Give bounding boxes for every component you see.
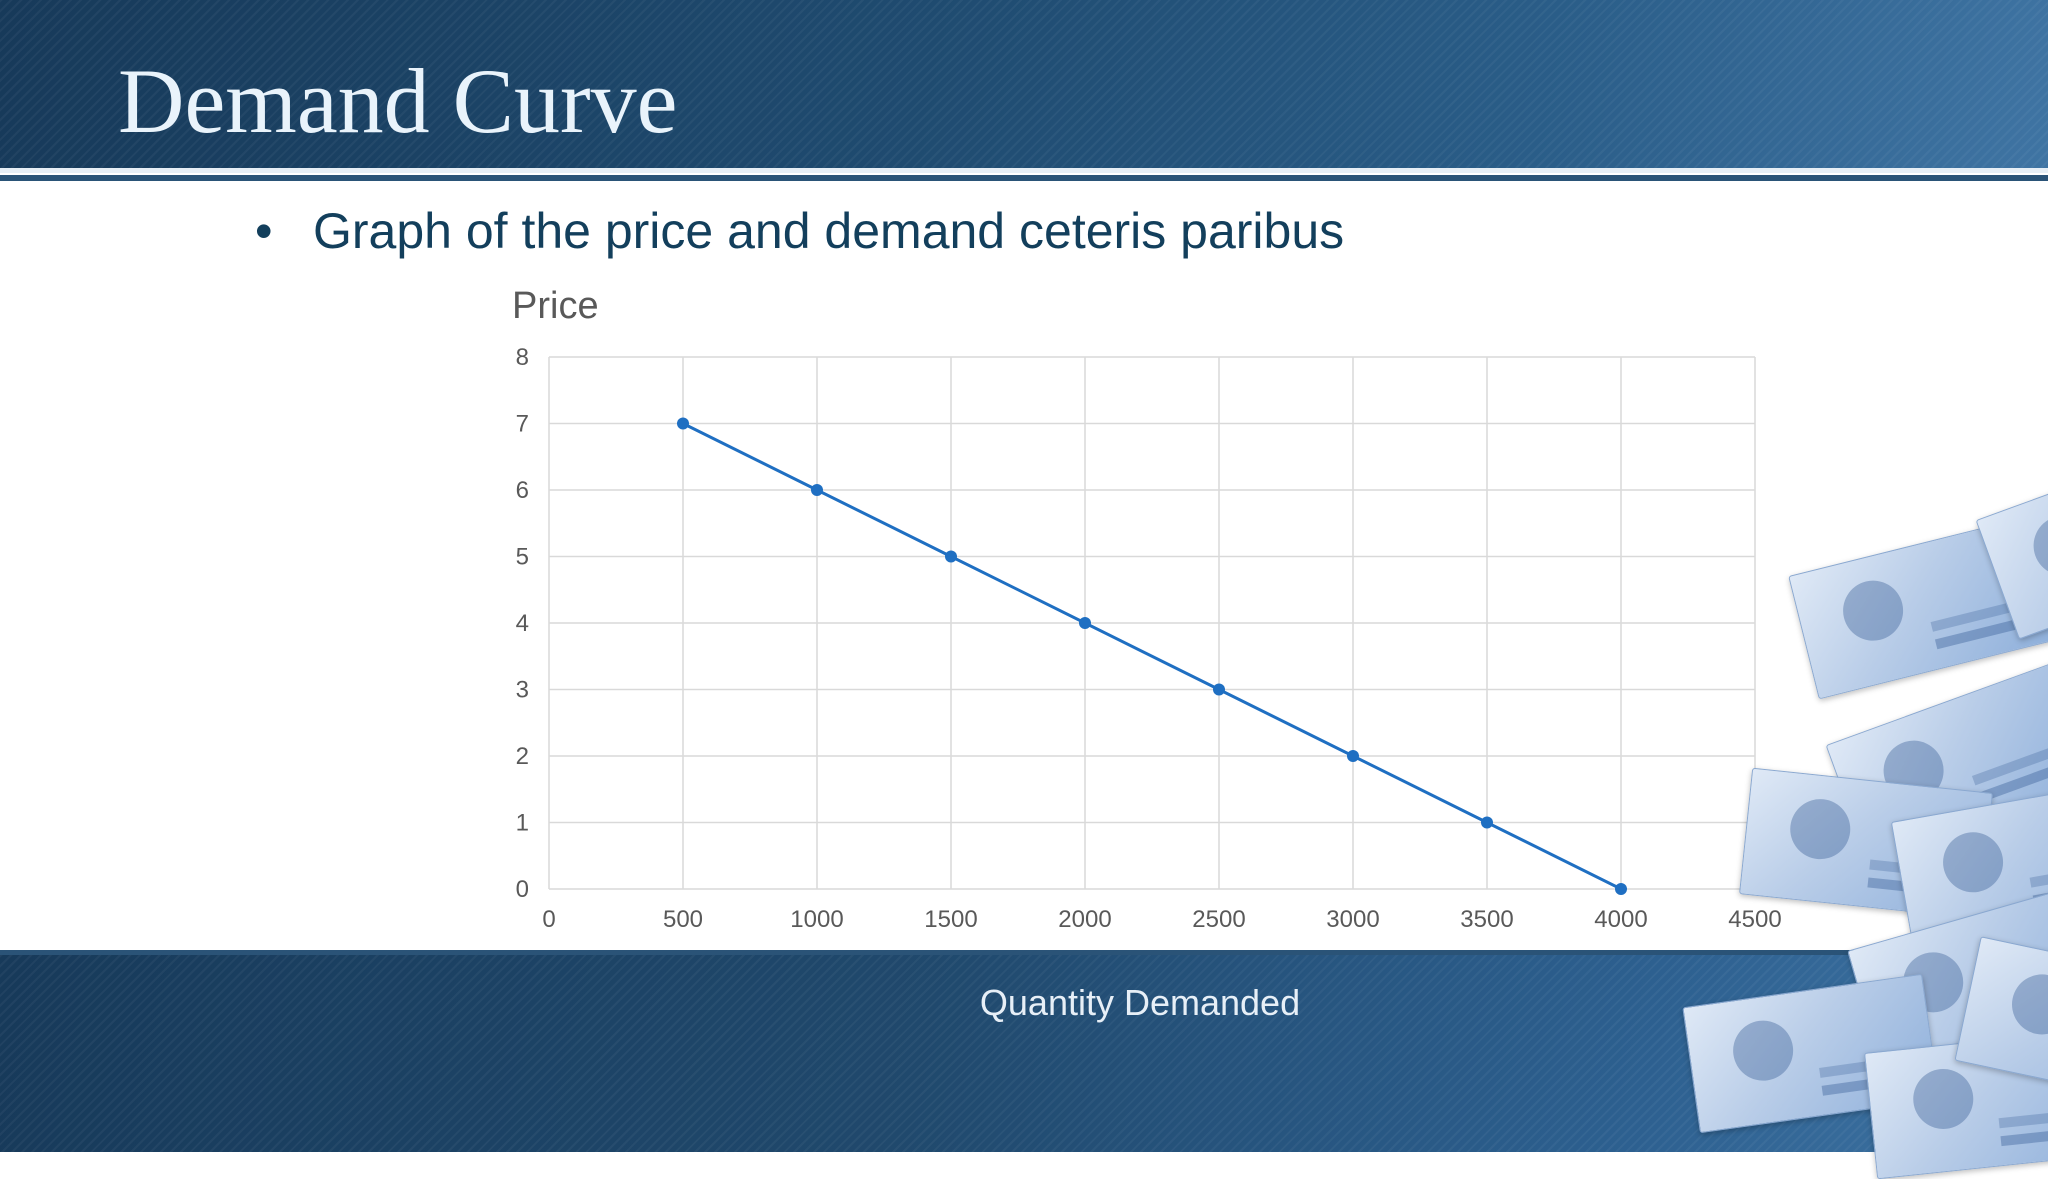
- data-point: [1213, 683, 1225, 696]
- x-tick-label: 2500: [1192, 906, 1245, 933]
- x-tick-label: 3500: [1460, 906, 1513, 933]
- y-tick-label: 0: [516, 876, 529, 903]
- y-tick-label: 4: [516, 610, 529, 637]
- slide-title: Demand Curve: [118, 50, 678, 152]
- data-point: [677, 417, 689, 430]
- header-divider-light: [0, 168, 2048, 173]
- data-point: [1347, 750, 1359, 762]
- x-tick-label: 0: [542, 906, 555, 933]
- x-axis-label: Quantity Demanded: [979, 982, 1301, 1023]
- y-tick-label: 1: [516, 810, 529, 837]
- data-point: [811, 484, 823, 496]
- y-tick-label: 8: [516, 344, 529, 371]
- y-tick-label: 5: [516, 544, 529, 571]
- x-tick-label: 4500: [1728, 906, 1781, 933]
- x-tick-label: 3000: [1326, 906, 1379, 933]
- header-divider-dark: [0, 175, 2048, 181]
- data-point: [1615, 883, 1627, 895]
- x-tick-label: 1000: [790, 906, 843, 933]
- bullet-text: Graph of the price and demand ceteris pa…: [313, 203, 1345, 259]
- x-tick-label: 500: [663, 906, 703, 933]
- x-tick-label: 1500: [924, 906, 977, 933]
- x-tick-label: 2000: [1058, 906, 1111, 933]
- footer-divider-dark: [0, 950, 2048, 956]
- data-point: [1079, 617, 1091, 629]
- y-tick-label: 2: [516, 743, 529, 770]
- header-band: [0, 0, 2048, 170]
- data-point: [1481, 816, 1493, 829]
- chart-title: Price: [512, 285, 599, 327]
- y-tick-label: 7: [516, 411, 529, 438]
- bullet-item: • Graph of the price and demand ceteris p…: [255, 202, 1344, 260]
- tick-layer: 0 1 2 3 4 5 6 7 8 0 500 1000 1500 2000 2500 3000 3500 400…: [516, 344, 1782, 933]
- data-point: [945, 550, 957, 563]
- grid-layer: [548, 356, 1756, 890]
- series-layer: [677, 417, 1627, 895]
- series-line: [682, 422, 1622, 891]
- chart-svg: 0 1 2 3 4 5 6 7 8 0 500 1000 1500 2000 2500 3000 3500 400…: [516, 344, 1782, 933]
- y-tick-label: 6: [516, 477, 529, 504]
- x-tick-label: 4000: [1594, 906, 1647, 933]
- y-tick-label: 3: [516, 677, 529, 704]
- bullet-dot-icon: •: [255, 203, 273, 259]
